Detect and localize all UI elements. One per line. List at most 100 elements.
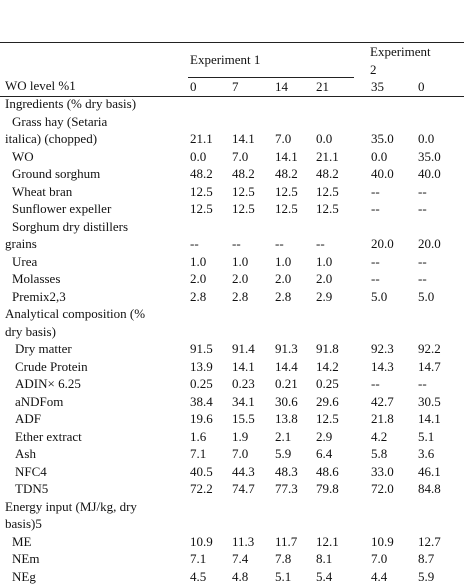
cell-value: 12.5	[316, 201, 339, 216]
cell-value: 91.8	[316, 341, 339, 356]
cell-value: 14.2	[316, 358, 339, 374]
cell-value: 21.8	[371, 411, 394, 426]
cell-value: --	[418, 183, 427, 199]
cell-value: 0.0	[371, 148, 388, 164]
cell-value: 14.1	[418, 411, 441, 426]
row-label: Ether extract	[15, 428, 82, 444]
cell-value: 4.4	[371, 568, 388, 584]
cell-value: 44.3	[232, 463, 255, 479]
cell-value: 5.8	[371, 446, 388, 461]
cell-value: 5.9	[418, 568, 435, 584]
cell-value: 8.1	[316, 551, 333, 566]
cell-value: 12.5	[190, 201, 213, 216]
cell-value: 79.8	[316, 481, 339, 496]
cell-value: 5.1	[418, 428, 435, 444]
row-label: italica) (chopped)	[5, 131, 98, 146]
section-title: basis)5	[5, 516, 42, 531]
cell-value: 7.4	[232, 551, 249, 566]
cell-value: 11.3	[232, 533, 255, 549]
cell-value: --	[418, 253, 427, 269]
cell-value: 10.9	[371, 533, 394, 549]
cell-value: 7.1	[190, 551, 207, 566]
cell-value: 20.0	[371, 236, 394, 251]
cell-value: 11.7	[275, 533, 298, 549]
cell-value: 4.5	[190, 568, 207, 584]
level-value: 21	[316, 79, 329, 94]
cell-value: 12.1	[316, 533, 339, 549]
cell-value: 12.5	[275, 201, 298, 216]
row-label: Urea	[12, 253, 38, 269]
experiment-header: 2	[370, 62, 377, 77]
cell-value: 48.6	[316, 463, 339, 479]
row-label: Wheat bran	[12, 183, 73, 199]
cell-value: --	[371, 253, 380, 269]
cell-value: 2.8	[232, 288, 249, 304]
cell-value: 2.9	[316, 288, 333, 304]
cell-value: 46.1	[418, 463, 441, 479]
cell-value: 91.5	[190, 341, 213, 356]
cell-value: 92.3	[371, 341, 394, 356]
cell-value: 2.0	[275, 271, 292, 286]
cell-value: --	[371, 183, 380, 199]
cell-value: 72.0	[371, 481, 394, 496]
row-label: Premix2,3	[12, 288, 66, 304]
cell-value: 30.6	[275, 393, 298, 409]
cell-value: 92.2	[418, 341, 441, 356]
cell-value: 48.2	[275, 166, 298, 181]
cell-value: 12.5	[316, 411, 339, 426]
experiment-header: Experiment 1	[190, 52, 261, 67]
header-rule	[0, 96, 464, 97]
cell-value: 48.2	[232, 166, 255, 181]
cell-value: 5.9	[275, 446, 292, 461]
cell-value: 77.3	[275, 481, 298, 496]
cell-value: 2.8	[190, 288, 207, 304]
row-label: Sorghum dry distillers	[12, 218, 129, 234]
cell-value: 10.9	[190, 533, 213, 549]
row-label: Sunflower expeller	[12, 201, 112, 216]
cell-value: 35.0	[371, 131, 394, 146]
cell-value: 14.1	[232, 131, 255, 146]
row-label: Ground sorghum	[12, 166, 101, 181]
cell-value: 72.2	[190, 481, 213, 496]
cell-value: 1.6	[190, 428, 207, 444]
cell-value: 1.0	[275, 253, 292, 269]
row-label: NFC4	[15, 463, 47, 479]
cell-value: 13.8	[275, 411, 298, 426]
cell-value: 4.2	[371, 428, 388, 444]
cell-value: 8.7	[418, 551, 435, 566]
cell-value: 5.0	[418, 288, 435, 304]
cell-value: 7.8	[275, 551, 292, 566]
cell-value: 12.5	[232, 183, 255, 199]
cell-value: --	[418, 376, 427, 391]
cell-value: 21.1	[190, 131, 213, 146]
cell-value: 2.0	[190, 271, 207, 286]
row-label: Dry matter	[15, 341, 72, 356]
cell-value: 40.5	[190, 463, 213, 479]
row-label: NEm	[12, 551, 40, 566]
cell-value: 2.0	[316, 271, 333, 286]
cell-value: 2.8	[275, 288, 292, 304]
cell-value: 0.0	[316, 131, 333, 146]
cell-value: 48.2	[316, 166, 339, 181]
row-label: grains	[5, 236, 37, 251]
cell-value: --	[275, 236, 284, 251]
cell-value: --	[190, 236, 199, 251]
cell-value: --	[371, 271, 380, 286]
cell-value: 3.6	[418, 446, 435, 461]
cell-value: --	[371, 201, 380, 216]
cell-value: 13.9	[190, 358, 213, 374]
cell-value: 0.25	[190, 376, 213, 391]
cell-value: 4.8	[232, 568, 249, 584]
cell-value: 14.1	[275, 148, 298, 164]
row-label: TDN5	[15, 481, 49, 496]
cell-value: --	[418, 201, 427, 216]
cell-value: 6.4	[316, 446, 333, 461]
section-title: Energy input (MJ/kg, dry	[5, 498, 137, 514]
section-title: dry basis)	[5, 323, 56, 339]
cell-value: 2.0	[232, 271, 249, 286]
group-rule	[188, 77, 354, 78]
cell-value: 7.0	[232, 148, 249, 164]
cell-value: 91.4	[232, 341, 255, 356]
cell-value: 5.0	[371, 288, 388, 304]
cell-value: --	[418, 271, 427, 286]
